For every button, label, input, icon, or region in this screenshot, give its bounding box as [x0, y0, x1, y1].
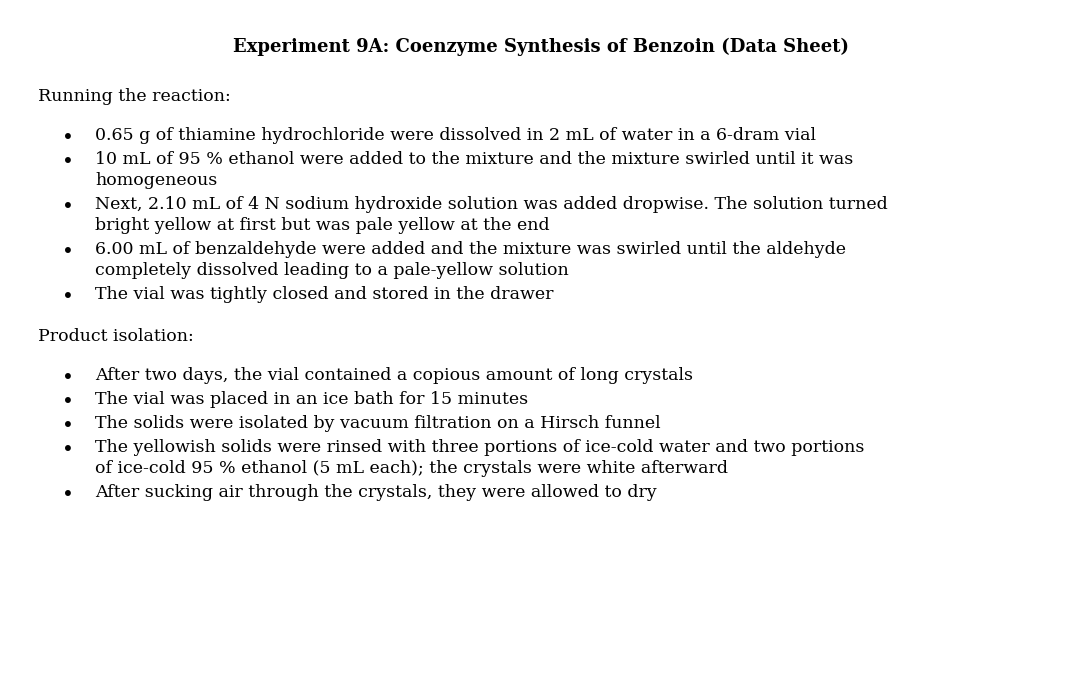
Text: •: •: [62, 288, 74, 307]
Text: •: •: [62, 129, 74, 148]
Text: The vial was tightly closed and stored in the drawer: The vial was tightly closed and stored i…: [95, 286, 554, 303]
Text: •: •: [62, 198, 74, 217]
Text: •: •: [62, 417, 74, 436]
Text: •: •: [62, 153, 74, 172]
Text: of ice-cold 95 % ethanol (5 mL each); the crystals were white afterward: of ice-cold 95 % ethanol (5 mL each); th…: [95, 460, 728, 477]
Text: Running the reaction:: Running the reaction:: [38, 88, 230, 105]
Text: •: •: [62, 243, 74, 262]
Text: The solids were isolated by vacuum filtration on a Hirsch funnel: The solids were isolated by vacuum filtr…: [95, 415, 661, 432]
Text: completely dissolved leading to a pale-yellow solution: completely dissolved leading to a pale-y…: [95, 262, 569, 279]
Text: 6.00 mL of benzaldehyde were added and the mixture was swirled until the aldehyd: 6.00 mL of benzaldehyde were added and t…: [95, 241, 846, 258]
Text: After two days, the vial contained a copious amount of long crystals: After two days, the vial contained a cop…: [95, 367, 692, 384]
Text: The vial was placed in an ice bath for 15 minutes: The vial was placed in an ice bath for 1…: [95, 391, 528, 408]
Text: 0.65 g of thiamine hydrochloride were dissolved in 2 mL of water in a 6-dram via: 0.65 g of thiamine hydrochloride were di…: [95, 127, 816, 144]
Text: •: •: [62, 369, 74, 388]
Text: •: •: [62, 441, 74, 460]
Text: •: •: [62, 393, 74, 412]
Text: Next, 2.10 mL of 4 N sodium hydroxide solution was added dropwise. The solution : Next, 2.10 mL of 4 N sodium hydroxide so…: [95, 196, 887, 213]
Text: homogeneous: homogeneous: [95, 172, 217, 189]
Text: Product isolation:: Product isolation:: [38, 328, 194, 345]
Text: Experiment 9A: Coenzyme Synthesis of Benzoin (Data Sheet): Experiment 9A: Coenzyme Synthesis of Ben…: [233, 38, 849, 56]
Text: •: •: [62, 486, 74, 505]
Text: 10 mL of 95 % ethanol were added to the mixture and the mixture swirled until it: 10 mL of 95 % ethanol were added to the …: [95, 151, 854, 168]
Text: The yellowish solids were rinsed with three portions of ice-cold water and two p: The yellowish solids were rinsed with th…: [95, 439, 865, 456]
Text: bright yellow at first but was pale yellow at the end: bright yellow at first but was pale yell…: [95, 217, 550, 234]
Text: After sucking air through the crystals, they were allowed to dry: After sucking air through the crystals, …: [95, 484, 657, 501]
